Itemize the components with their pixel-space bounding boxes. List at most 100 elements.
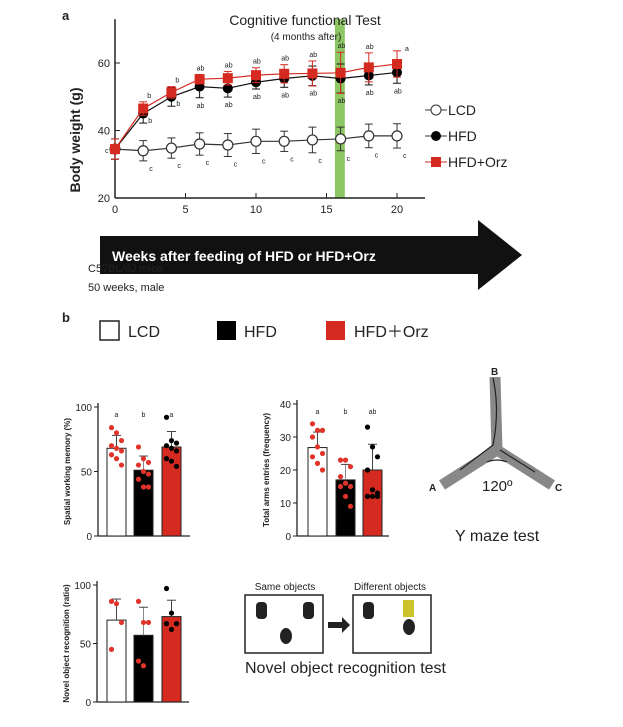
legend-b-orz: HFD＋Orz — [354, 324, 429, 341]
data-point — [173, 463, 180, 469]
orz-point — [335, 67, 346, 78]
data-point — [309, 434, 316, 440]
orz-point — [279, 68, 290, 79]
data-point — [314, 427, 321, 433]
data-point — [173, 621, 180, 627]
data-point — [168, 610, 175, 616]
lcd-point — [391, 130, 403, 142]
hfd-letter: ab — [366, 90, 374, 97]
bar-LCD — [106, 447, 127, 537]
orz-letter: ab — [197, 65, 205, 72]
data-point — [364, 424, 371, 430]
data-point — [135, 462, 142, 468]
lcd-point — [306, 134, 318, 146]
hfd-letter: ab — [197, 103, 205, 110]
significance-letter: a — [170, 412, 174, 419]
significance-letter: b — [142, 412, 146, 419]
lcd-point — [278, 135, 290, 147]
data-point — [337, 483, 344, 490]
significance-letter: b — [344, 409, 348, 416]
orz-letter: ab — [309, 52, 317, 59]
lcd-point — [363, 130, 375, 142]
data-point — [319, 427, 326, 433]
orz-letter: ab — [338, 43, 346, 50]
data-point — [145, 619, 152, 626]
data-point — [342, 493, 349, 499]
data-point — [140, 468, 147, 475]
orz-point — [222, 73, 233, 84]
orz-point — [110, 144, 120, 155]
lcd-point — [194, 138, 206, 150]
data-point — [369, 493, 376, 499]
orz-swatch — [326, 321, 345, 340]
ymaze-title: Y maze test — [455, 528, 540, 545]
data-point — [118, 437, 125, 444]
data-point — [374, 493, 381, 499]
data-point — [347, 464, 354, 470]
lcd-letter: c — [105, 148, 109, 155]
hfd-letter: ab — [338, 98, 346, 105]
lcd-letter: c — [318, 158, 322, 165]
hfd-letter: ab — [281, 92, 289, 99]
test-title: Cognitive functional Test — [229, 12, 381, 28]
arm-a-label: A — [429, 483, 436, 494]
data-point — [135, 658, 142, 664]
orz-marker-icon — [431, 157, 441, 167]
data-point — [314, 460, 321, 466]
test-subtitle: (4 months after) — [271, 32, 342, 43]
data-point — [319, 467, 326, 473]
lcd-point — [250, 135, 262, 147]
lcd-letter: c — [262, 158, 266, 165]
orz-point — [392, 59, 402, 70]
y-tick-label: 100 — [74, 581, 91, 592]
data-point — [108, 443, 115, 449]
data-point — [140, 456, 147, 462]
data-point — [118, 619, 125, 626]
data-point — [108, 452, 115, 458]
y-tick-label: 30 — [280, 433, 292, 444]
angle-label: 120º — [482, 478, 513, 495]
lcd-letter: c — [375, 153, 379, 160]
data-point — [145, 484, 152, 490]
arm-entries-chart: 0 10 20 30 40 Total arms entries (frequency) a… — [262, 400, 389, 543]
data-point — [140, 484, 147, 490]
lcd-letter: c — [234, 161, 238, 168]
y-axis-label: Spatial working memory (%) — [63, 418, 72, 525]
data-point — [369, 444, 376, 450]
data-point — [168, 437, 175, 444]
hfd-letter: b — [176, 101, 180, 108]
mice-age: 50 weeks, male — [88, 282, 164, 294]
arm-b-label: B — [491, 367, 498, 378]
lcd-letter: c — [149, 166, 153, 173]
x-tick-label: 20 — [391, 204, 403, 216]
legend-line: LCD HFD HFD+Orz — [425, 102, 508, 170]
timeline-arrow-icon — [100, 220, 522, 290]
lcd-letter: c — [206, 160, 210, 167]
data-point — [140, 619, 147, 626]
novel-object-diagram-icon — [244, 594, 432, 654]
orz-point — [251, 70, 261, 81]
data-point — [168, 445, 175, 451]
data-point — [369, 487, 376, 493]
orz-letter: ab — [281, 56, 289, 63]
data-point — [168, 458, 175, 464]
data-point — [347, 503, 354, 509]
legend-hfd: HFD — [448, 128, 477, 144]
legend-orz: HFD+Orz — [448, 154, 508, 170]
y-tick-label: 100 — [75, 403, 92, 414]
nor-title: Novel object recognition test — [245, 660, 447, 677]
data-point — [309, 421, 316, 427]
y-axis-label: Body weight (g) — [67, 88, 83, 193]
orz-letter: a — [405, 46, 409, 53]
significance-letter: ab — [369, 409, 377, 416]
y-tick-label: 20 — [98, 193, 110, 205]
panel-b-label: b — [62, 310, 70, 325]
orz-point — [363, 62, 374, 73]
lcd-point — [165, 142, 177, 154]
data-point — [113, 430, 120, 436]
x-tick-label: 15 — [320, 204, 332, 216]
orz-letter: ab — [253, 59, 261, 66]
